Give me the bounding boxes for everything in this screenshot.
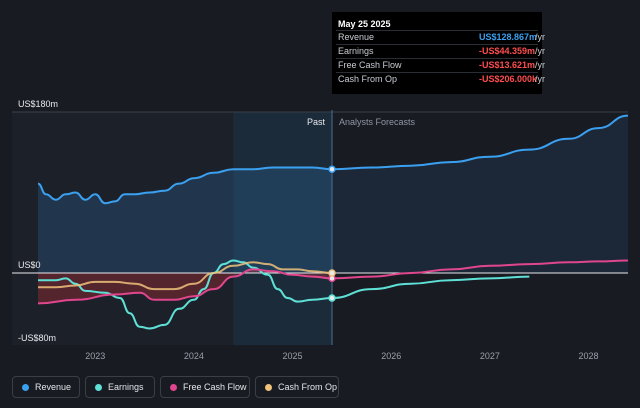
tooltip-row-revenue: Revenue US$128.867m /yr [336, 30, 545, 43]
tooltip-unit: /yr [535, 32, 545, 42]
x-axis-label: 2023 [85, 351, 105, 361]
legend-revenue-button[interactable]: Revenue [12, 376, 80, 398]
revenue-area [38, 167, 332, 273]
tooltip-label: Earnings [338, 46, 374, 56]
past-label: Past [307, 117, 326, 127]
cash-from-op-marker [328, 269, 336, 277]
revenue-forecast-line [331, 114, 629, 171]
free-cash-flow-forecast-line [331, 259, 629, 280]
legend-cash-from-op-button[interactable]: Cash From Op [255, 376, 339, 398]
tooltip-value: -US$44.359m [479, 46, 536, 56]
x-axis-label: 2026 [381, 351, 401, 361]
earnings-dot-icon [95, 384, 102, 391]
cash-from-op-line [38, 261, 333, 291]
legend-label: Free Cash Flow [183, 382, 247, 392]
x-axis-label: 2025 [283, 351, 303, 361]
tooltip-unit: /yr [535, 60, 545, 70]
earnings-marker [328, 294, 336, 302]
y-axis-label: US$0 [18, 260, 41, 270]
earnings-forecast-line [331, 275, 530, 299]
cash-from-op-dot-icon [265, 384, 272, 391]
x-axis-label: 2024 [184, 351, 204, 361]
tooltip-value: US$128.867m [479, 32, 538, 42]
tooltip-row-earnings: Earnings -US$44.359m /yr [336, 44, 545, 57]
tooltip-date: May 25 2025 [338, 19, 391, 29]
tooltip-label: Revenue [338, 32, 375, 42]
forecast-label: Analysts Forecasts [339, 117, 416, 127]
legend-label: Cash From Op [278, 382, 338, 392]
free-cash-flow-line [37, 268, 333, 305]
earnings-line [38, 259, 333, 330]
revenue-marker [328, 165, 336, 173]
tooltip-unit: /yr [535, 74, 545, 84]
x-axis-label: 2027 [480, 351, 500, 361]
revenue-forecast-area [332, 115, 628, 273]
legend-earnings-button[interactable]: Earnings [85, 376, 155, 398]
tooltip-value: -US$13.621m [479, 60, 536, 70]
x-axis-label: 2028 [579, 351, 599, 361]
tooltip-row-cash-from-op: Cash From Op -US$206.000k /yr [336, 72, 545, 85]
legend-label: Earnings [108, 382, 144, 392]
tooltip-label: Free Cash Flow [338, 60, 402, 70]
revenue-dot-icon [22, 384, 29, 391]
tooltip-unit: /yr [535, 46, 545, 56]
legend-label: Revenue [35, 382, 72, 392]
free-cash-flow-dot-icon [170, 384, 177, 391]
highlight-region [233, 112, 333, 345]
tooltip-label: Cash From Op [338, 74, 398, 84]
legend-free-cash-flow-button[interactable]: Free Cash Flow [160, 376, 250, 398]
y-axis-label: US$180m [18, 99, 58, 109]
y-axis-label: -US$80m [18, 333, 56, 343]
tooltip: May 25 2025 Revenue US$128.867m /yr Earn… [332, 12, 545, 94]
revenue-line [37, 166, 333, 205]
tooltip-value: -US$206.000k [479, 74, 538, 84]
tooltip-row-free-cash-flow: Free Cash Flow -US$13.621m /yr [336, 58, 545, 71]
